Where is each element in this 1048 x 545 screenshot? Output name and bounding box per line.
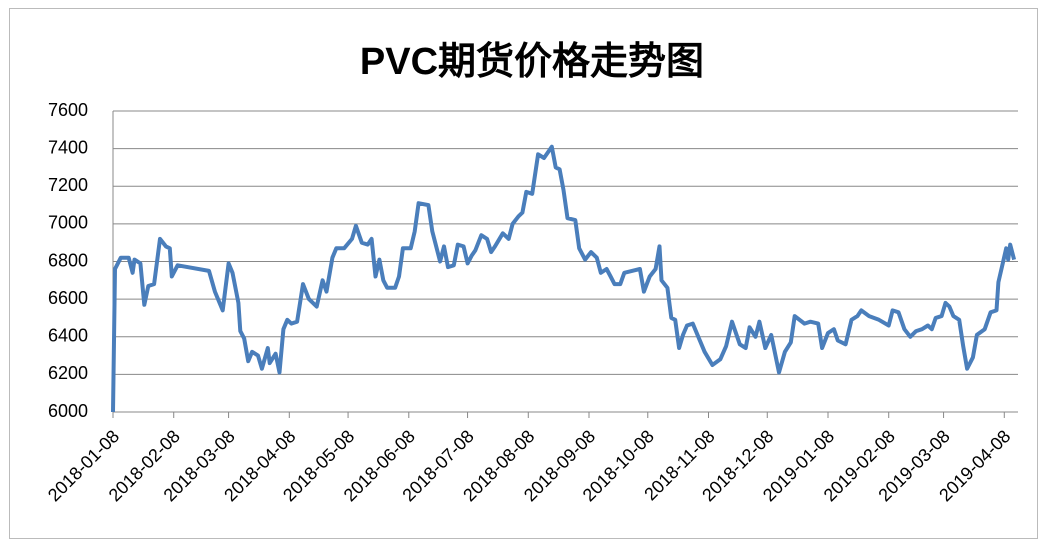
- data-line: [111, 144, 1017, 413]
- y-tick-label: 7200: [48, 175, 88, 195]
- y-tick-label: 6800: [48, 250, 88, 270]
- y-tick-label: 6000: [48, 401, 88, 421]
- y-tick-label: 6400: [48, 326, 88, 346]
- y-tick-label: 6600: [48, 288, 88, 308]
- chart-frame: [9, 8, 1038, 539]
- y-tick-label: 7000: [48, 213, 88, 233]
- y-tick-label: 7400: [48, 137, 88, 157]
- y-tick-label: 7600: [48, 100, 88, 120]
- y-tick-label: 6200: [48, 363, 88, 383]
- chart-title: PVC期货价格走势图: [360, 41, 704, 83]
